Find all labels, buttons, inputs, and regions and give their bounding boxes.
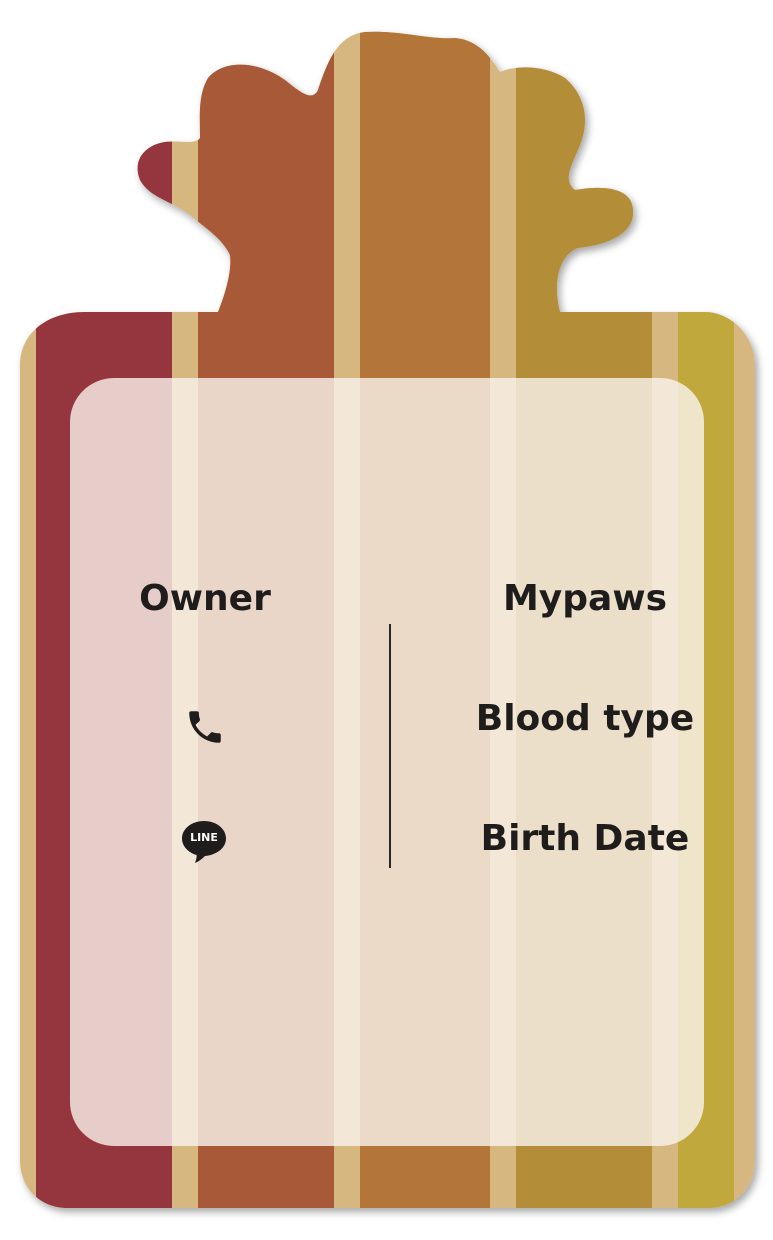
phone-icon[interactable] bbox=[184, 706, 226, 748]
line-icon-text: LINE bbox=[190, 831, 218, 844]
owner-label: Owner bbox=[139, 578, 271, 619]
info-panel bbox=[70, 378, 704, 1146]
blood-type-label: Blood type bbox=[475, 698, 695, 739]
vertical-divider bbox=[389, 624, 391, 868]
pet-name: Mypaws bbox=[502, 578, 668, 619]
birth-date-label: Birth Date bbox=[480, 818, 690, 859]
line-app-icon[interactable] bbox=[181, 819, 227, 865]
